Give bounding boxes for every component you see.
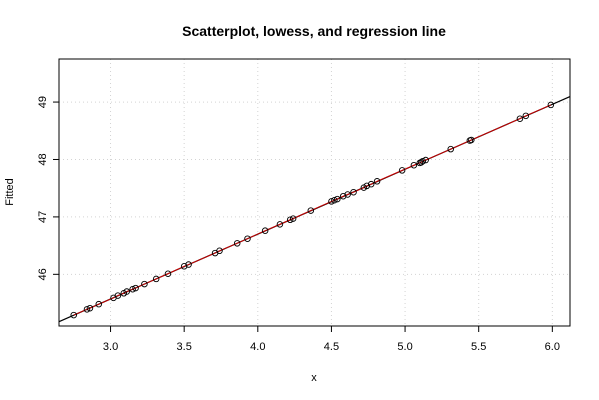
x-tick-label: 5.0 bbox=[397, 341, 412, 353]
data-point bbox=[367, 180, 375, 188]
data-point bbox=[307, 207, 315, 214]
data-point bbox=[233, 240, 241, 247]
data-point bbox=[95, 300, 103, 308]
data-point bbox=[522, 112, 530, 120]
data-point bbox=[180, 263, 188, 270]
data-point bbox=[86, 304, 94, 312]
data-point bbox=[331, 197, 338, 204]
data-point bbox=[516, 115, 524, 122]
data-point bbox=[344, 191, 351, 198]
y-axis-label: Fitted bbox=[4, 178, 16, 206]
data-point bbox=[141, 280, 148, 288]
data-point bbox=[276, 221, 284, 228]
grid bbox=[59, 59, 570, 326]
data-point bbox=[334, 195, 341, 203]
data-point bbox=[398, 167, 406, 174]
x-tick-label: 4.0 bbox=[250, 341, 265, 353]
y-tick-label: 46 bbox=[37, 268, 49, 280]
data-point bbox=[468, 136, 475, 144]
chart-title: Scatterplot, lowess, and regression line bbox=[182, 23, 446, 39]
x-tick-label: 5.5 bbox=[471, 341, 486, 353]
data-point bbox=[261, 227, 269, 234]
data-point bbox=[363, 182, 371, 190]
data-point bbox=[216, 247, 223, 255]
data-point bbox=[328, 198, 335, 205]
fit-lines bbox=[58, 96, 571, 323]
x-tick-label: 4.5 bbox=[324, 341, 339, 353]
data-point bbox=[164, 270, 172, 277]
lowess-line bbox=[73, 104, 552, 316]
data-point bbox=[70, 311, 77, 319]
data-point bbox=[447, 145, 454, 153]
data-point bbox=[410, 161, 418, 169]
y-tick-label: 48 bbox=[37, 153, 49, 165]
data-point bbox=[185, 261, 192, 268]
x-axis-label: x bbox=[311, 372, 317, 384]
data-point bbox=[132, 284, 139, 292]
data-points bbox=[70, 101, 555, 319]
data-point bbox=[83, 306, 91, 313]
data-point bbox=[350, 188, 357, 196]
x-tick-label: 3.5 bbox=[177, 341, 192, 353]
y-tick-label: 49 bbox=[37, 96, 49, 108]
data-point bbox=[152, 275, 160, 283]
data-point bbox=[419, 157, 426, 165]
plot-frame bbox=[58, 58, 571, 327]
y-tick-label: 47 bbox=[37, 211, 49, 223]
data-point bbox=[129, 286, 136, 293]
data-point bbox=[286, 216, 294, 224]
data-point bbox=[339, 192, 347, 200]
data-point bbox=[289, 215, 297, 222]
data-point bbox=[422, 156, 429, 164]
axes: 3.0 3.5 4.0 4.5 5.0 5.5 6.0 46 47 48 49 bbox=[37, 96, 560, 353]
data-point bbox=[244, 235, 251, 242]
data-point bbox=[123, 288, 130, 295]
data-point bbox=[114, 292, 122, 299]
x-tick-label: 3.0 bbox=[103, 341, 118, 353]
data-point bbox=[373, 178, 381, 185]
data-point bbox=[547, 101, 555, 109]
x-tick-label: 6.0 bbox=[545, 341, 560, 353]
